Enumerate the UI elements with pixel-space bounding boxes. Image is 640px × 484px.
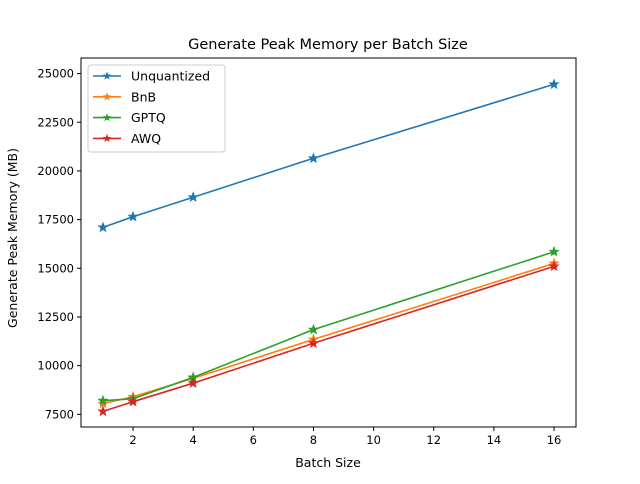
x-tick-label: 10 bbox=[366, 433, 381, 447]
data-point-unquantized bbox=[307, 152, 320, 164]
x-axis-label: Batch Size bbox=[295, 455, 361, 470]
data-point-unquantized bbox=[548, 78, 560, 90]
x-tick-label: 14 bbox=[487, 433, 502, 447]
data-point-awq bbox=[307, 337, 320, 349]
legend-marker-star-icon bbox=[102, 71, 112, 80]
data-point-awq bbox=[127, 395, 139, 407]
legend-label: AWQ bbox=[131, 131, 161, 146]
legend-marker-star-icon bbox=[102, 133, 112, 143]
data-point-awq bbox=[97, 405, 109, 417]
y-tick-label: 10000 bbox=[37, 359, 74, 373]
legend-marker-star-icon bbox=[102, 113, 112, 122]
y-tick-label: 25000 bbox=[37, 67, 74, 81]
y-tick-label: 12500 bbox=[37, 310, 74, 324]
series-line-awq bbox=[102, 265, 555, 413]
y-tick-label: 20000 bbox=[37, 164, 74, 178]
y-tick-label: 22500 bbox=[37, 115, 74, 129]
x-tick-label: 4 bbox=[190, 433, 197, 447]
data-point-unquantized bbox=[97, 221, 109, 233]
data-point-gptq bbox=[97, 394, 109, 406]
legend-label: GPTQ bbox=[131, 110, 166, 125]
x-tick-label: 8 bbox=[310, 433, 317, 447]
data-point-gptq bbox=[548, 245, 560, 257]
data-point-gptq bbox=[307, 323, 320, 335]
x-tick-label: 16 bbox=[547, 433, 562, 447]
legend-label: Unquantized bbox=[131, 69, 210, 84]
x-tick-label: 2 bbox=[129, 433, 136, 447]
chart-title: Generate Peak Memory per Batch Size bbox=[188, 37, 468, 53]
legend-label: BnB bbox=[131, 89, 156, 104]
data-point-unquantized bbox=[127, 210, 139, 222]
data-point-awq bbox=[187, 377, 199, 388]
y-tick-label: 7500 bbox=[45, 407, 74, 421]
series-line-bnb bbox=[102, 262, 555, 405]
y-tick-label: 17500 bbox=[37, 213, 74, 227]
x-tick-label: 6 bbox=[250, 433, 257, 447]
plot-frame bbox=[80, 57, 577, 428]
y-tick-label: 15000 bbox=[37, 261, 74, 275]
legend-box bbox=[87, 64, 226, 153]
legend-marker-star-icon bbox=[102, 92, 112, 101]
x-tick-label: 12 bbox=[426, 433, 441, 447]
y-axis-label: Generate Peak Memory (MB) bbox=[5, 148, 20, 328]
series-line-gptq bbox=[102, 250, 555, 402]
data-point-unquantized bbox=[187, 191, 199, 203]
data-point-awq bbox=[548, 260, 560, 272]
legend: Unquantized BnB GPTQ AWQ bbox=[87, 64, 226, 153]
